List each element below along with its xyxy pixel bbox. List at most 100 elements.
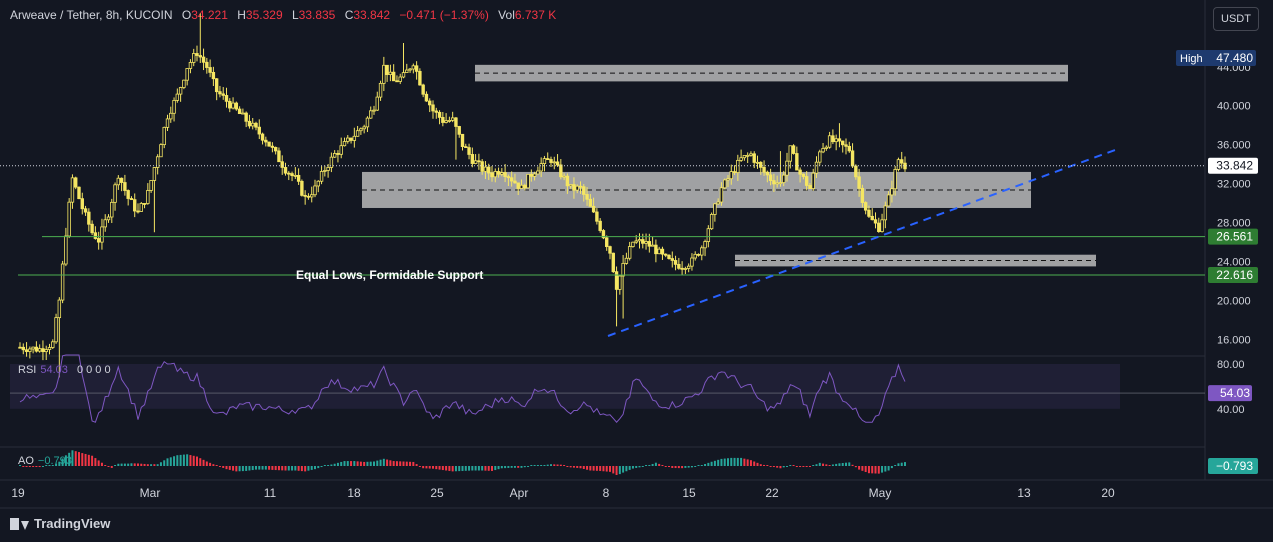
candle-body <box>411 65 416 70</box>
ao-bar <box>684 466 687 468</box>
ao-bar <box>536 465 539 466</box>
ao-bar <box>186 454 189 466</box>
candle-body <box>234 102 239 110</box>
ao-bar <box>697 465 700 466</box>
ao-bar <box>61 458 64 466</box>
ao-bar <box>500 466 503 469</box>
candle-body <box>116 177 121 186</box>
ao-bar <box>828 465 831 466</box>
candle-body <box>395 80 399 83</box>
candle-body <box>772 180 776 185</box>
candle-body <box>808 185 812 190</box>
candle-body <box>434 110 438 113</box>
candle-body <box>854 165 858 178</box>
candle-body <box>729 171 733 180</box>
candle-body <box>493 171 497 178</box>
ao-bar <box>677 466 680 469</box>
ao-bar <box>369 461 372 466</box>
ao-bar <box>22 466 25 467</box>
ao-bar <box>513 466 516 468</box>
price-tick-label: 24.000 <box>1217 257 1251 269</box>
ao-bar <box>84 453 87 466</box>
candle-body <box>437 111 442 118</box>
ao-bar <box>71 450 74 466</box>
candle-body <box>211 71 216 80</box>
candle-body <box>703 241 707 249</box>
candle-body <box>385 64 389 75</box>
candle-body <box>673 260 678 265</box>
candle-body <box>319 171 324 182</box>
ao-bar <box>717 459 720 466</box>
candle-body <box>142 203 147 205</box>
candle-body <box>509 177 514 182</box>
candle-body <box>352 135 357 141</box>
ao-bar <box>618 466 621 475</box>
time-tick-label: 20 <box>1101 486 1115 500</box>
ao-bar <box>320 466 323 468</box>
candle-body <box>513 180 517 184</box>
ao-bar <box>405 461 408 466</box>
candle-body <box>549 159 553 163</box>
candle-body <box>814 161 819 174</box>
candle-body <box>529 173 534 177</box>
ao-bar <box>435 466 438 470</box>
ao-legend[interactable]: AO −0.793 <box>18 455 72 467</box>
candle-body <box>237 108 242 115</box>
ao-bar <box>25 466 28 467</box>
ao-bar <box>146 464 149 466</box>
ao-bar <box>720 458 723 466</box>
ao-bar <box>137 463 139 466</box>
ao-bar <box>494 466 497 471</box>
candle-body <box>700 247 704 256</box>
candle-body <box>483 166 488 172</box>
candle-body <box>765 171 770 176</box>
candle-body <box>110 201 114 218</box>
last-price-badge: 33.842 <box>1216 159 1253 173</box>
ao-bar <box>713 460 716 466</box>
ao-bar <box>458 466 461 472</box>
candle-body <box>618 275 622 290</box>
candle-body <box>316 180 320 187</box>
grid <box>0 0 1273 509</box>
candle-body <box>782 174 786 183</box>
rsi-legend[interactable]: RSI 54.03 0 0 0 0 <box>18 364 111 376</box>
ao-bar <box>163 460 166 466</box>
ao-bar <box>674 466 677 469</box>
price-axis[interactable]: 44.00040.00036.00032.00028.00024.00020.0… <box>1176 50 1258 346</box>
time-tick-label: 11 <box>264 486 277 500</box>
candle-body <box>365 117 370 128</box>
overlays <box>0 149 1205 337</box>
ao-bar <box>694 466 697 467</box>
ao-bar <box>550 464 552 466</box>
currency-button[interactable]: USDT <box>1213 7 1259 31</box>
ao-bar <box>687 466 690 468</box>
candle-body <box>306 195 311 198</box>
ao-bar <box>107 466 110 467</box>
price-tick-label: 40.000 <box>1217 101 1251 113</box>
ao-bar <box>150 464 153 466</box>
ao-label: AO <box>18 455 34 467</box>
candle-body <box>464 146 468 148</box>
ao-bar <box>746 459 749 466</box>
ao-bar <box>166 458 169 466</box>
candle-body <box>539 163 543 172</box>
ao-bar <box>189 455 192 466</box>
ao-bar <box>523 466 526 468</box>
candle-body <box>883 205 888 221</box>
candle-body <box>523 184 527 189</box>
ao-bar <box>314 466 316 470</box>
time-axis[interactable]: 19 Mar 11 18 25 Apr 8 15 22 May 13 20 <box>11 486 1115 500</box>
ao-bar <box>392 461 395 466</box>
price-tick-label: 28.000 <box>1217 218 1251 230</box>
candle-body <box>339 145 343 155</box>
candle-body <box>608 246 612 254</box>
ao-bar <box>730 457 733 466</box>
ao-bar <box>143 463 146 466</box>
candle-body <box>644 241 648 244</box>
candle-body <box>129 198 134 201</box>
candle-body <box>372 109 376 112</box>
symbol-title[interactable]: Arweave / Tether, 8h, KUCOIN <box>10 8 173 22</box>
candle-body <box>559 164 563 178</box>
branding[interactable]: TradingView <box>10 516 110 531</box>
